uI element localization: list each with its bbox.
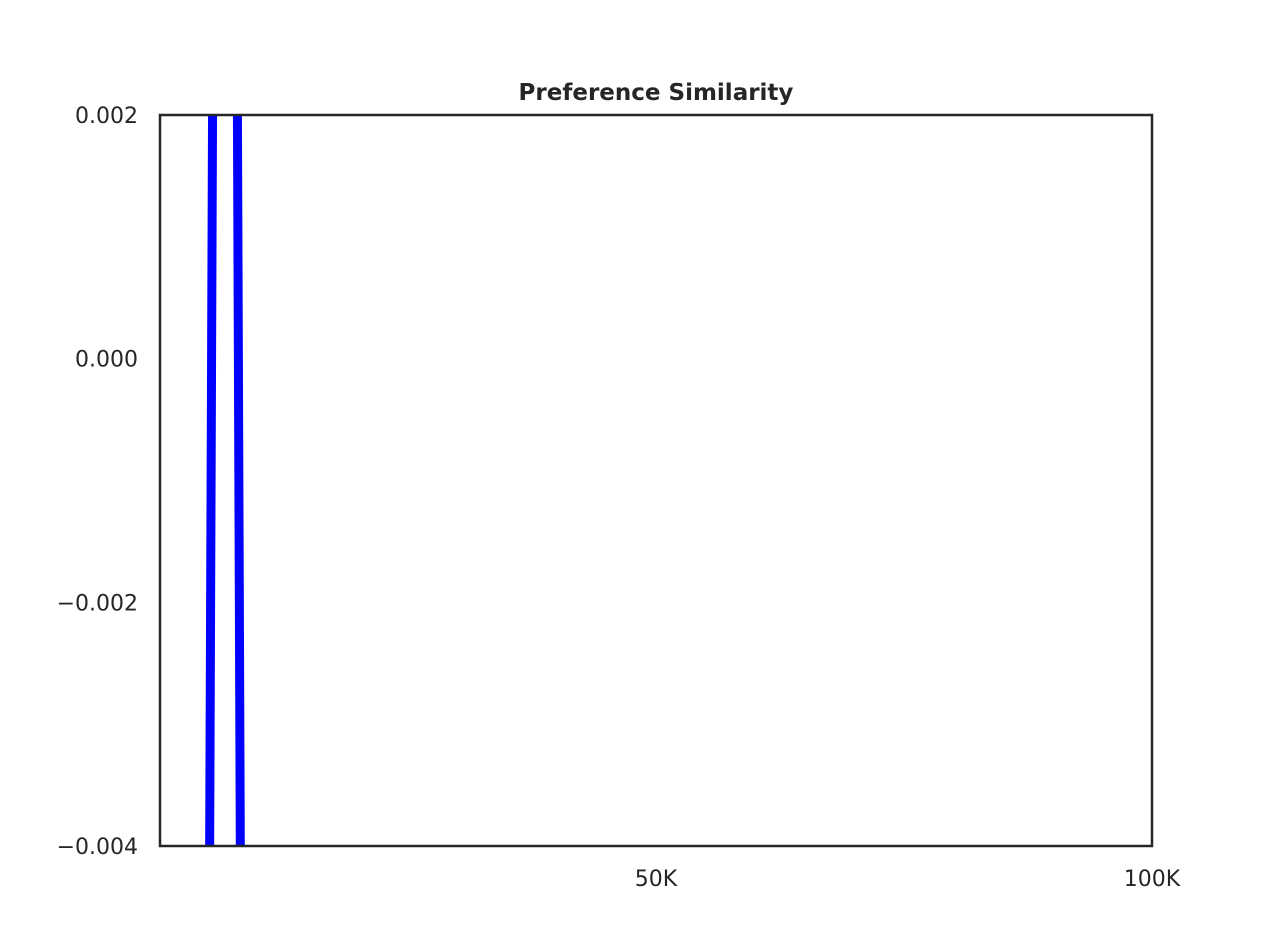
series-layer	[205, 115, 245, 846]
y-tick-label: 0.002	[75, 104, 138, 129]
y-axis-ticks: 0.002 0.000 −0.002 −0.004	[57, 104, 138, 860]
x-axis-ticks: 50K 100K	[635, 867, 1181, 892]
chart-title: Preference Similarity	[519, 80, 794, 106]
y-tick-label: −0.004	[57, 835, 138, 860]
y-tick-label: 0.000	[75, 348, 138, 373]
y-tick-label: −0.002	[57, 591, 138, 616]
plot-frame	[158, 113, 1154, 848]
x-tick-label: 50K	[635, 867, 678, 892]
series-line-0	[205, 115, 245, 846]
x-tick-label: 100K	[1124, 867, 1181, 892]
